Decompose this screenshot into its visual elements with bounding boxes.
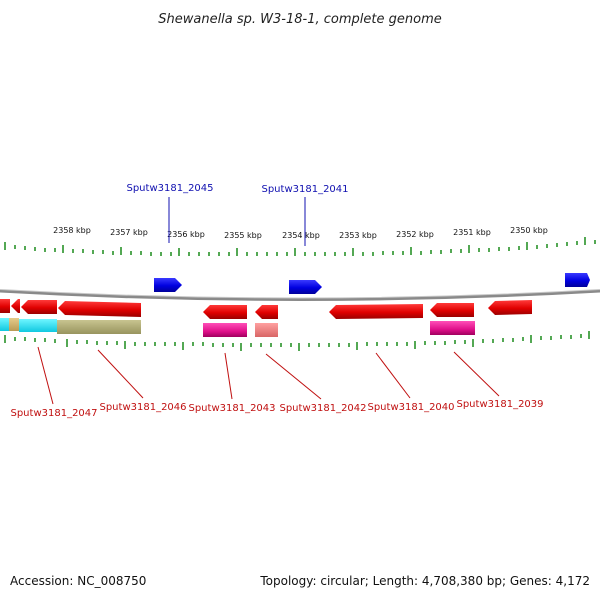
gene-label-sputw3181-2045: Sputw3181_2045: [126, 183, 213, 194]
accession-text: Accession: NC_008750: [10, 574, 147, 588]
scale-label: 2353 kbp: [339, 231, 377, 240]
gene-forward-sputw3181-2045: [154, 278, 182, 292]
reverse-genes: [0, 299, 532, 319]
gene-labels-reverse: Sputw3181_2047 Sputw3181_2046 Sputw3181_…: [10, 346, 544, 419]
scale-labels: 2358 kbp 2357 kbp 2356 kbp 2355 kbp 2354…: [53, 226, 548, 240]
gene-label-sputw3181-2046: Sputw3181_2046: [99, 402, 186, 413]
gene-label-sputw3181-2039: Sputw3181_2039: [456, 399, 543, 410]
gene-reverse-sputw3181-2043: [203, 305, 247, 319]
scale-label: 2352 kbp: [396, 230, 434, 239]
scale-ticks-upper: [4, 237, 596, 256]
scale-label: 2358 kbp: [53, 226, 91, 235]
gene-forward: [565, 273, 590, 287]
gene-labels-forward: Sputw3181_2045 Sputw3181_2041: [126, 183, 349, 246]
scale-label: 2351 kbp: [453, 228, 491, 237]
scale-label: 2357 kbp: [110, 228, 148, 237]
genome-backbone: [0, 289, 600, 301]
gene-reverse-sputw3181-2039: [430, 303, 474, 317]
gene-reverse-sputw3181-2040: [329, 304, 423, 319]
gene-label-sputw3181-2040: Sputw3181_2040: [367, 402, 454, 413]
forward-genes: [154, 273, 590, 294]
gene-label-sputw3181-2041: Sputw3181_2041: [261, 184, 348, 195]
feature-block: [0, 318, 9, 331]
feature-block: [430, 321, 475, 335]
scale-label: 2354 kbp: [282, 231, 320, 240]
feature-block: [57, 320, 141, 334]
genome-summary-text: Topology: circular; Length: 4,708,380 bp…: [260, 574, 590, 588]
scale-label: 2355 kbp: [224, 231, 262, 240]
gene-label-sputw3181-2042: Sputw3181_2042: [279, 403, 366, 414]
scale-ticks-lower: [4, 331, 590, 351]
gene-reverse: [11, 299, 20, 313]
scale-label: 2356 kbp: [167, 230, 205, 239]
gene-reverse-sputw3181-2046: [58, 301, 141, 317]
feature-track: [0, 318, 475, 337]
gene-reverse-sputw3181-2047: [21, 300, 57, 314]
map-title: Shewanella sp. W3-18-1, complete genome: [158, 12, 441, 27]
feature-block: [9, 318, 19, 331]
feature-block: [203, 323, 247, 337]
gene-forward-sputw3181-2041: [289, 280, 322, 294]
gene-reverse: [0, 299, 10, 313]
gene-reverse-sputw3181-2042: [255, 305, 278, 319]
scale-label: 2350 kbp: [510, 226, 548, 235]
gene-label-sputw3181-2043: Sputw3181_2043: [188, 403, 275, 414]
gene-label-sputw3181-2047: Sputw3181_2047: [10, 408, 97, 419]
feature-block: [19, 319, 57, 332]
feature-block: [255, 323, 278, 337]
gene-reverse: [488, 300, 532, 315]
